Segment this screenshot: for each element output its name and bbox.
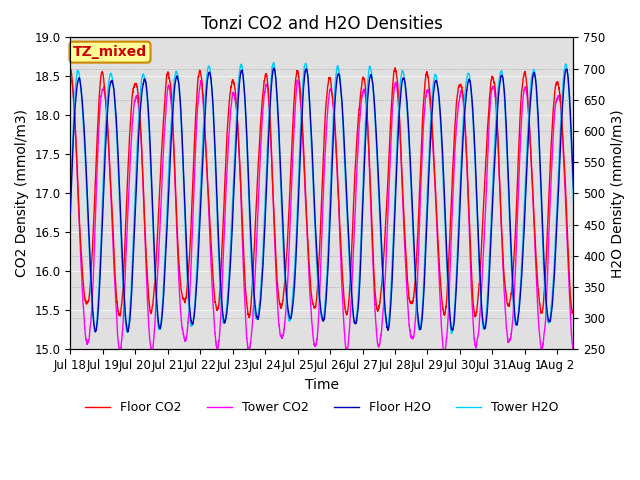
Floor CO2	[442, 304, 450, 310]
Floor H2O	[570, 185, 577, 191]
Tower H2O	[259, 254, 266, 260]
Floor H2O	[442, 231, 450, 237]
Y-axis label: H2O Density (mmol/m3): H2O Density (mmol/m3)	[611, 109, 625, 277]
Floor CO2	[158, 145, 166, 151]
Floor H2O	[369, 78, 376, 84]
Tower CO2	[158, 184, 166, 190]
Line: Tower H2O: Tower H2O	[70, 62, 573, 333]
Floor CO2	[570, 308, 577, 314]
Title: Tonzi CO2 and H2O Densities: Tonzi CO2 and H2O Densities	[201, 15, 443, 33]
Line: Floor CO2: Floor CO2	[70, 68, 573, 318]
Floor H2O	[158, 316, 166, 322]
Floor CO2	[369, 230, 376, 236]
Floor CO2	[245, 315, 253, 321]
Floor CO2	[67, 68, 74, 73]
Floor CO2	[259, 92, 266, 97]
Floor H2O	[259, 267, 266, 273]
Tower H2O	[481, 326, 488, 332]
Tower CO2	[259, 110, 266, 116]
Tower CO2	[394, 91, 401, 97]
Tower CO2	[67, 76, 74, 82]
Tower CO2	[570, 349, 577, 355]
Tower H2O	[448, 330, 456, 336]
Tower H2O	[570, 199, 577, 205]
Tower CO2	[442, 341, 450, 347]
Tower CO2	[480, 237, 488, 243]
Line: Tower CO2: Tower CO2	[70, 79, 573, 352]
Floor CO2	[394, 83, 402, 89]
Tower H2O	[270, 60, 278, 65]
Floor CO2	[391, 65, 399, 71]
X-axis label: Time: Time	[305, 378, 339, 392]
Tower CO2	[369, 240, 376, 246]
Floor CO2	[481, 192, 488, 198]
Floor H2O	[92, 329, 99, 335]
Legend: Floor CO2, Tower CO2, Floor H2O, Tower H2O: Floor CO2, Tower CO2, Floor H2O, Tower H…	[81, 396, 563, 419]
Floor H2O	[269, 65, 277, 71]
Tower H2O	[369, 76, 376, 82]
Tower H2O	[394, 124, 401, 130]
Y-axis label: CO2 Density (mmol/m3): CO2 Density (mmol/m3)	[15, 109, 29, 277]
Floor H2O	[67, 210, 74, 216]
Tower H2O	[158, 311, 166, 316]
Floor H2O	[394, 140, 402, 145]
Tower H2O	[442, 242, 450, 248]
Tower H2O	[67, 191, 74, 196]
Text: TZ_mixed: TZ_mixed	[73, 45, 147, 59]
Line: Floor H2O: Floor H2O	[70, 68, 573, 332]
Tower CO2	[244, 349, 252, 355]
Floor H2O	[481, 325, 488, 331]
